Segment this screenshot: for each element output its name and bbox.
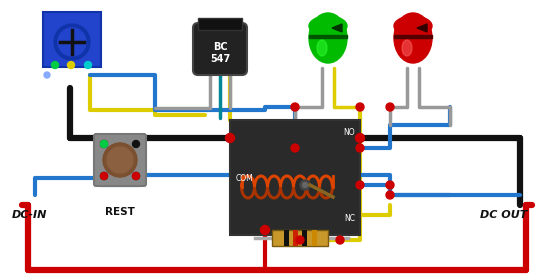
Ellipse shape (394, 16, 432, 36)
FancyBboxPatch shape (94, 134, 146, 186)
Circle shape (225, 134, 234, 143)
Text: REST: REST (105, 207, 135, 217)
Circle shape (68, 62, 74, 69)
Bar (302, 230, 307, 246)
Bar (312, 230, 317, 246)
Circle shape (356, 134, 365, 143)
Circle shape (132, 172, 140, 179)
Circle shape (54, 24, 90, 60)
Ellipse shape (402, 40, 412, 56)
Circle shape (260, 225, 269, 235)
Bar (198, 18, 242, 30)
FancyBboxPatch shape (193, 23, 247, 75)
Circle shape (100, 141, 107, 148)
Circle shape (100, 172, 107, 179)
Bar (394, 35, 432, 38)
Ellipse shape (394, 13, 432, 63)
Bar (43, 12, 101, 67)
Text: DC-IN: DC-IN (12, 210, 48, 220)
Bar (293, 230, 298, 246)
Circle shape (52, 62, 59, 69)
Circle shape (386, 181, 394, 189)
Circle shape (291, 144, 299, 152)
Circle shape (103, 143, 137, 177)
Bar (284, 230, 289, 246)
Text: DC OUT: DC OUT (480, 210, 527, 220)
Circle shape (300, 180, 310, 190)
Ellipse shape (317, 40, 327, 56)
Circle shape (100, 141, 107, 148)
Circle shape (85, 62, 91, 69)
Circle shape (296, 236, 304, 244)
Circle shape (107, 147, 133, 173)
Circle shape (291, 103, 299, 111)
Circle shape (44, 72, 50, 78)
Bar (230, 120, 360, 235)
Circle shape (336, 236, 344, 244)
Circle shape (302, 183, 307, 188)
Circle shape (132, 172, 140, 179)
Ellipse shape (309, 13, 347, 63)
Polygon shape (332, 24, 342, 32)
Bar (309, 35, 347, 38)
Circle shape (386, 103, 394, 111)
Polygon shape (417, 24, 427, 32)
Circle shape (356, 103, 364, 111)
Text: BC
547: BC 547 (210, 42, 230, 64)
Circle shape (356, 181, 364, 189)
Text: NO: NO (343, 128, 355, 137)
Bar (272, 230, 328, 246)
Circle shape (386, 191, 394, 199)
Circle shape (58, 28, 86, 56)
Text: COM: COM (236, 174, 254, 183)
Circle shape (356, 144, 364, 152)
Circle shape (132, 141, 140, 148)
Circle shape (100, 172, 107, 179)
Ellipse shape (309, 16, 347, 36)
Text: NC: NC (344, 214, 355, 223)
